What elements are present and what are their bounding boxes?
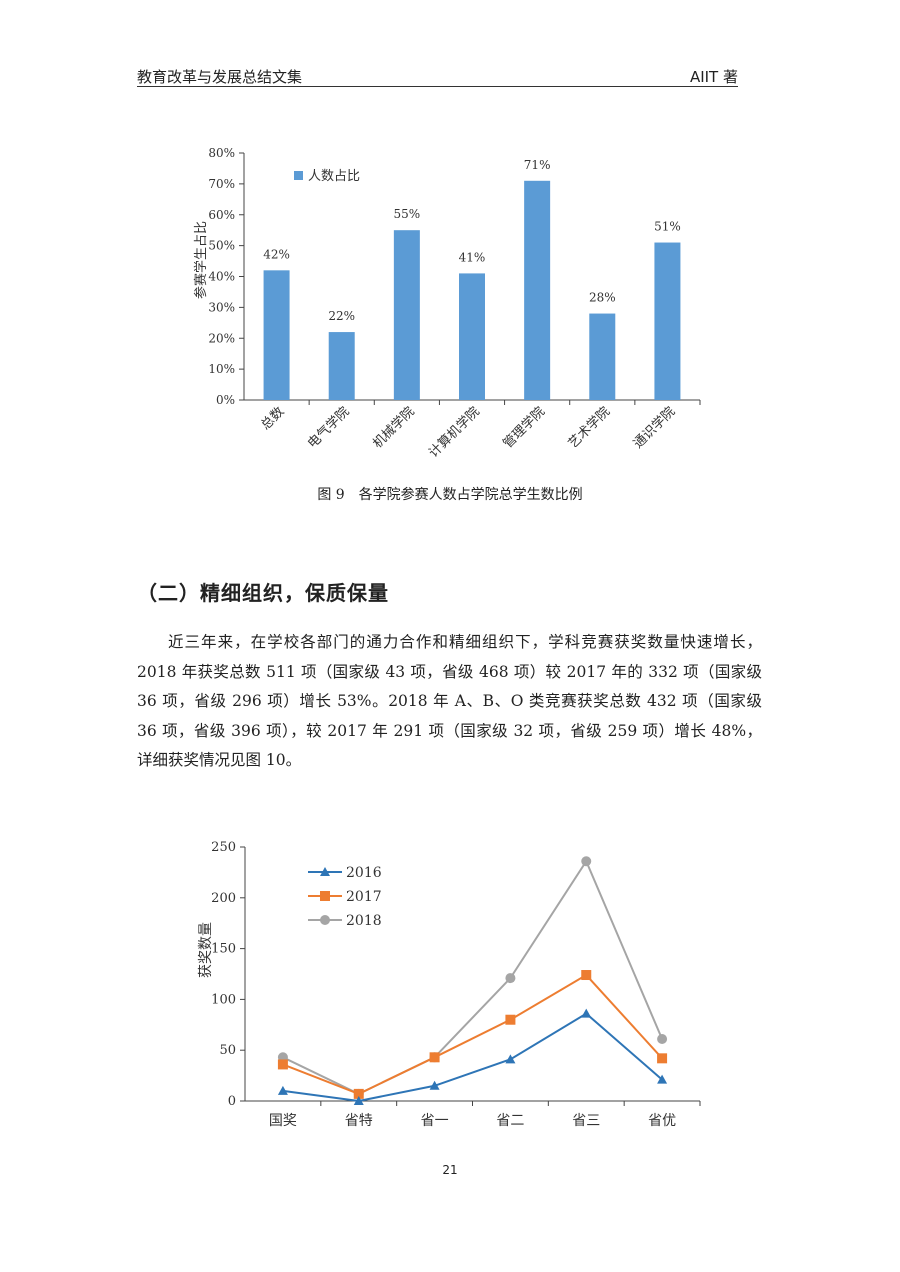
legend-swatch <box>294 171 303 180</box>
bar-data-label: 71% <box>524 158 551 172</box>
bar <box>393 230 420 400</box>
header-author: AIIT 著 <box>689 68 738 86</box>
data-point <box>657 1034 668 1045</box>
figure-9-bar-chart: 0% 10% 20% 30% 40% 50% 60% 70% 80% 42% 总数 22% 电气学院 55… <box>193 146 701 461</box>
header-title: 教育改革与发展总结文集 <box>137 68 303 86</box>
y-axis-title: 参赛学生占比 <box>193 221 209 299</box>
bar-data-label: 41% <box>459 250 486 264</box>
y-tick-label: 60% <box>208 208 235 222</box>
data-point <box>353 1096 364 1105</box>
figure-10-line-chart: 0 50 100 150 200 250 国奖 省特 省一 省二 省三 省优 获奖数量 2016 2017 2… <box>197 840 701 1129</box>
y-tick-label: 100 <box>211 992 236 1007</box>
x-tick-label: 省特 <box>345 1113 373 1129</box>
data-point <box>429 1080 440 1090</box>
x-tick-label: 总数 <box>258 404 287 433</box>
y-tick-label: 20% <box>208 331 235 345</box>
x-tick-label: 省优 <box>648 1113 676 1129</box>
y-tick-label: 150 <box>211 942 236 957</box>
x-tick-label: 省二 <box>496 1113 524 1129</box>
legend-label: 人数占比 <box>308 169 360 184</box>
bar-data-label: 42% <box>263 247 290 261</box>
y-tick-label: 80% <box>208 146 235 160</box>
figure-9-caption: 图 9 各学院参赛人数占学院总学生数比例 <box>317 487 583 503</box>
page-header: 教育改革与发展总结文集 AIIT 著 <box>137 64 738 87</box>
y-tick-label: 0% <box>216 393 235 407</box>
data-point <box>505 1054 516 1064</box>
data-point <box>657 1074 668 1084</box>
data-point <box>429 1052 440 1063</box>
data-point <box>277 1085 288 1095</box>
y-tick-label: 30% <box>208 300 235 314</box>
data-point <box>581 856 592 867</box>
y-tick-label: 10% <box>208 362 235 376</box>
data-point <box>320 891 330 901</box>
x-tick-label: 电气学院 <box>304 404 352 452</box>
bar <box>328 332 355 400</box>
page-number: 21 <box>442 1163 458 1177</box>
y-tick-label: 0 <box>228 1094 236 1109</box>
bar-data-label: 55% <box>394 207 421 221</box>
bar-data-label: 51% <box>654 220 681 234</box>
x-tick-label: 通识学院 <box>630 404 678 452</box>
y-tick-label: 250 <box>211 840 236 855</box>
x-tick-label: 管理学院 <box>500 404 548 452</box>
x-tick-label: 省一 <box>421 1113 449 1129</box>
bar <box>459 273 485 400</box>
y-tick-label: 50% <box>208 239 235 253</box>
bar <box>263 270 290 400</box>
y-tick-label: 50 <box>219 1043 236 1058</box>
series-line <box>282 973 663 1095</box>
x-tick-label: 国奖 <box>269 1112 297 1129</box>
y-axis-title: 获奖数量 <box>197 922 214 978</box>
bar <box>589 313 616 400</box>
x-tick-label: 计算机学院 <box>426 404 483 461</box>
body-paragraph: 近三年来，在学校各部门的通力合作和精细组织下，学科竞赛获奖数量快速增长，2018… <box>137 633 762 769</box>
data-point <box>657 1053 668 1064</box>
x-tick-label: 机械学院 <box>370 404 418 452</box>
data-point <box>277 1059 288 1070</box>
bar-data-label: 28% <box>589 291 616 305</box>
x-tick-label: 艺术学院 <box>565 404 613 452</box>
legend-label: 2018 <box>346 913 382 929</box>
data-point <box>353 1088 364 1099</box>
series-line <box>282 859 664 1095</box>
legend-label: 2017 <box>346 889 382 905</box>
data-point <box>581 1008 592 1018</box>
series-line <box>282 1012 663 1103</box>
y-tick-label: 200 <box>211 891 236 906</box>
data-point <box>505 973 516 984</box>
data-point <box>505 1014 516 1025</box>
bar <box>654 242 681 400</box>
y-tick-label: 70% <box>208 177 235 191</box>
y-tick-label: 40% <box>208 270 235 284</box>
data-point <box>320 867 330 876</box>
data-point <box>581 970 592 981</box>
bar <box>524 180 551 400</box>
legend-label: 2016 <box>346 865 382 881</box>
bar-data-label: 22% <box>328 309 355 323</box>
section-heading: （二）精细组织，保质保量 <box>137 581 389 605</box>
data-point <box>320 915 330 925</box>
x-tick-label: 省三 <box>572 1113 600 1129</box>
